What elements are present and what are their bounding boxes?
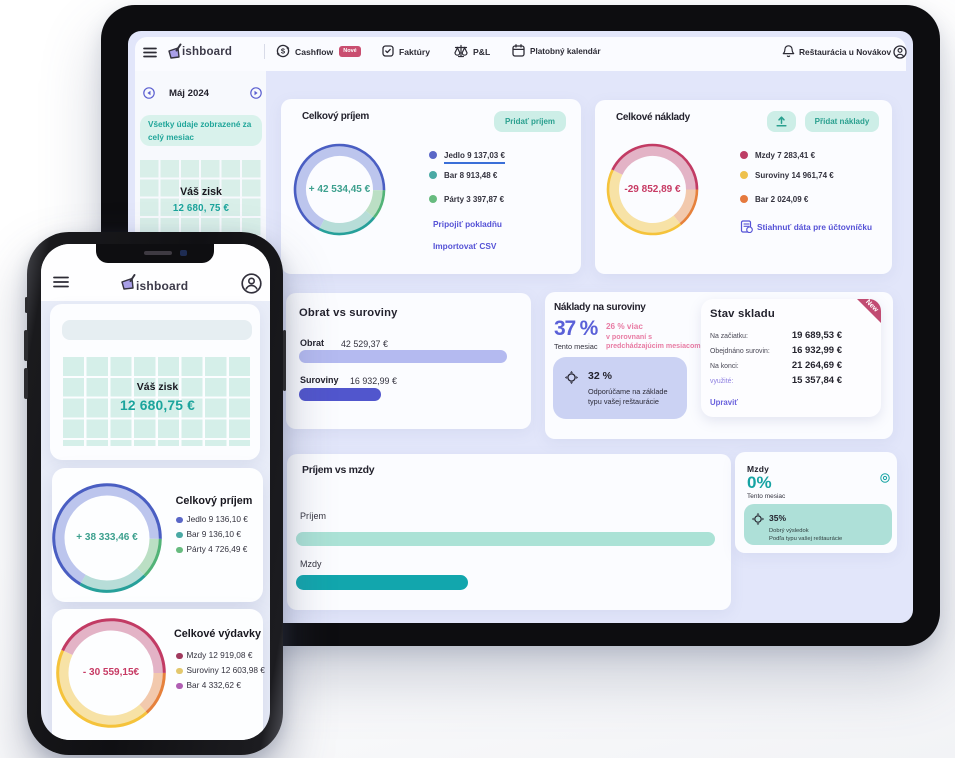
- svg-text:$: $: [281, 47, 286, 56]
